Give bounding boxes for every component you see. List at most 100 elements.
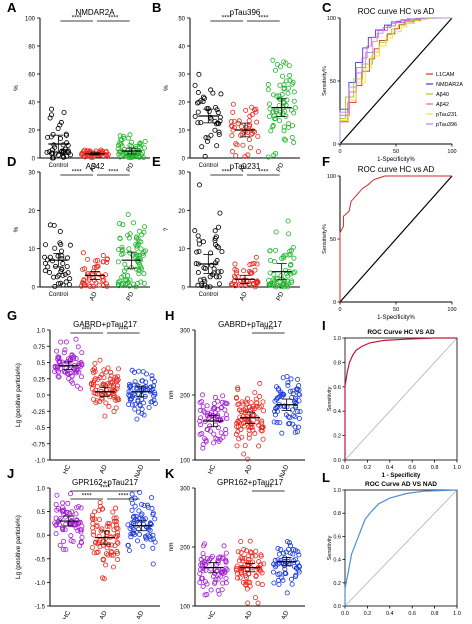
data-point [195, 90, 201, 96]
data-point [78, 283, 84, 289]
data-point [218, 430, 224, 436]
y-axis-label: Lg (positive particle%) [15, 363, 22, 427]
data-point [283, 78, 289, 84]
y-tick-label: 80 [28, 45, 35, 51]
panel-D: D Aβ42 0 10 20 30% Control AD PD **** **** [7, 154, 150, 302]
data-point [54, 274, 60, 280]
data-point [114, 378, 120, 384]
data-point [223, 430, 229, 436]
data-point [241, 546, 247, 552]
data-point [289, 81, 295, 87]
data-point [272, 398, 278, 404]
data-point [136, 228, 142, 234]
data-point [267, 248, 273, 254]
y-tick-label: 0.8 [333, 511, 341, 517]
data-point [276, 387, 282, 393]
data-point [286, 63, 292, 69]
data-point [93, 387, 99, 393]
data-point [49, 112, 55, 118]
data-point [273, 384, 279, 390]
panel-title: ROC Curve HC VS AD [367, 329, 435, 336]
data-point [245, 553, 251, 559]
data-point [122, 261, 128, 267]
data-point [196, 248, 202, 254]
data-point [280, 577, 286, 583]
data-point [224, 401, 230, 407]
data-point [287, 72, 293, 78]
data-point [111, 409, 117, 415]
data-point [152, 401, 158, 407]
data-point [229, 149, 235, 155]
data-point [215, 576, 221, 582]
data-point [129, 367, 135, 373]
y-tick-label: 100 [25, 17, 36, 23]
data-point [114, 549, 120, 555]
data-point [195, 120, 201, 126]
data-point [210, 90, 216, 96]
x-tick-label: Control [49, 292, 68, 298]
data-point [202, 410, 208, 416]
data-point [270, 123, 276, 129]
data-point [289, 407, 295, 413]
data-point [149, 373, 155, 379]
data-point [100, 383, 106, 389]
y-tick-label: 1.0 [333, 336, 341, 342]
x-tick-label: PD [125, 291, 135, 302]
data-point [237, 575, 243, 581]
reference-diagonal [344, 489, 458, 607]
data-point [64, 264, 70, 270]
data-point [105, 520, 111, 526]
data-point [49, 106, 55, 112]
data-point [296, 383, 302, 389]
data-point [253, 396, 259, 402]
data-point [231, 118, 237, 124]
data-point [249, 261, 255, 267]
data-point [57, 228, 63, 234]
data-point [235, 549, 241, 555]
data-point [291, 89, 297, 95]
y-tick-label: -1.0 [35, 459, 46, 465]
data-point [60, 527, 66, 533]
x-tick-label: 1.0 [453, 611, 461, 617]
data-point [273, 276, 279, 282]
y-tick-label: 0.0 [333, 604, 341, 610]
data-point [232, 278, 238, 284]
data-point [42, 268, 48, 274]
data-point [205, 556, 211, 562]
y-tick-label: 40 [178, 45, 185, 51]
data-point [114, 539, 120, 545]
data-point [115, 281, 121, 287]
data-point [204, 581, 210, 587]
panel-title: NMDAR2A [75, 8, 115, 17]
data-point [196, 237, 202, 243]
data-point [212, 228, 218, 234]
data-point [272, 116, 278, 122]
panel-letter: F [322, 154, 330, 169]
data-point [91, 277, 97, 283]
data-point [121, 268, 127, 274]
data-point [192, 82, 198, 88]
data-point [207, 284, 213, 290]
data-point [136, 526, 142, 532]
data-point [210, 574, 216, 580]
panel-I: I ROC Curve HC VS AD 0.0 0.2 0.4 0.6 0.8 1.0 0.0… [322, 318, 461, 479]
data-point [274, 281, 280, 287]
y-tick-label: 0.0 [37, 534, 46, 540]
data-point [96, 282, 102, 288]
data-point [230, 101, 236, 107]
data-point [246, 435, 252, 441]
data-point [204, 284, 210, 290]
x-tick-label: 0.6 [408, 465, 416, 471]
data-point [296, 552, 302, 558]
y-axis-label: Lg (positive particle%) [15, 515, 22, 579]
data-point [248, 145, 254, 151]
data-point [254, 279, 260, 285]
data-point [252, 595, 258, 601]
data-point [195, 270, 201, 276]
data-point [223, 565, 229, 571]
data-point [128, 388, 134, 394]
data-point [291, 110, 297, 116]
y-tick-label: 1.0 [37, 329, 46, 335]
reference-diagonal [339, 17, 453, 145]
significance-stars: **** [222, 169, 233, 176]
